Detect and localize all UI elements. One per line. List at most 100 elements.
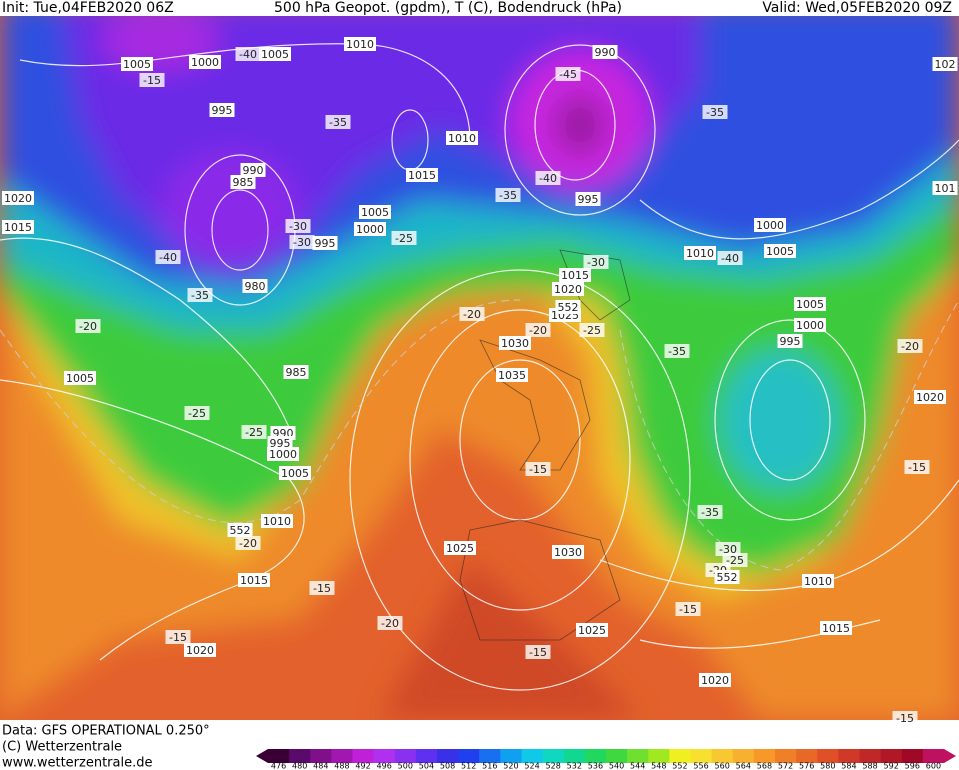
colorbar-swatch [796, 749, 818, 763]
isobar-label-box: 1015 [820, 621, 852, 635]
isobar-label-box: 995 [312, 236, 338, 250]
data-source: Data: GFS OPERATIONAL 0.250° [2, 724, 210, 739]
temperature-label: -15 [143, 74, 161, 87]
temperature-label: -20 [529, 324, 547, 337]
label-background [820, 621, 852, 635]
isobar-label-box: 1020 [914, 390, 946, 404]
colorbar-swatch [458, 749, 480, 763]
geopotential-label: 552 [230, 524, 251, 537]
isobar-label: 995 [212, 104, 233, 117]
isobar-label-box: 1020 [552, 282, 584, 296]
isobar-label-box: 995 [575, 192, 601, 206]
colorbar-label: 596 [905, 762, 920, 770]
label-background [241, 425, 267, 439]
colorbar-swatch [753, 749, 776, 763]
colorbar-label: 496 [377, 762, 392, 770]
label-background [777, 334, 803, 348]
colorbar-swatch [479, 749, 501, 763]
colorbar-swatch [415, 749, 438, 763]
isobar-label: 995 [315, 237, 336, 250]
isobar-label-box: 1015 [559, 268, 591, 282]
isobar-label: 1005 [66, 372, 94, 385]
isobar-label: 1015 [408, 169, 436, 182]
label-background [377, 616, 403, 630]
colorbar-label: 544 [630, 762, 645, 770]
colorbar-label: 536 [588, 762, 603, 770]
colorbar-label: 572 [778, 762, 793, 770]
label-background [932, 57, 958, 71]
isobar-label: 1015 [561, 269, 589, 282]
label-background [459, 307, 485, 321]
colorbar-swatch [268, 749, 290, 763]
colorbar-swatch [606, 749, 628, 763]
isobar-label: 1000 [269, 448, 297, 461]
isobar-label-box: 1005 [764, 244, 796, 258]
label-background [267, 436, 293, 450]
isobar-label: 1020 [554, 283, 582, 296]
temperature-label: -35 [499, 189, 517, 202]
isobar-label: 990 [595, 46, 616, 59]
label-background [184, 643, 216, 657]
isobar-label: 1020 [701, 674, 729, 687]
label-background [904, 460, 930, 474]
isobar-label: 1005 [261, 48, 289, 61]
label-background [794, 318, 826, 332]
colorbar-label: 540 [609, 762, 624, 770]
isobar-label-box: 995 [777, 334, 803, 348]
label-background [391, 231, 417, 245]
colorbar-label: 504 [419, 762, 434, 770]
label-background [259, 47, 291, 61]
isobar-label: 1020 [916, 391, 944, 404]
isobar-label: 1000 [756, 219, 784, 232]
isobar-label: 1030 [554, 546, 582, 559]
isobar-label: 102 [935, 58, 956, 71]
temperature-label-box: -20 [235, 536, 261, 550]
colorbar-label: 488 [334, 762, 349, 770]
temperature-label-box: -25 [391, 231, 417, 245]
temperature-label: -25 [188, 407, 206, 420]
temperature-label-box: -30 [285, 219, 311, 233]
isobar-label: 1010 [804, 575, 832, 588]
isobar-label: 1020 [186, 644, 214, 657]
label-background [242, 279, 268, 293]
colorbar-label: 556 [693, 762, 708, 770]
isobar-label-box: 1010 [446, 131, 478, 145]
isobar-label-box: 995 [209, 103, 235, 117]
temperature-label-box: -40 [717, 251, 743, 265]
label-background [235, 47, 261, 61]
temperature-label: -30 [293, 236, 311, 249]
temperature-label-box: -20 [377, 616, 403, 630]
isobar-label: 101 [935, 182, 956, 195]
temperature-label-box: -20 [525, 323, 551, 337]
label-background [446, 131, 478, 145]
colorbar-swatch [331, 749, 353, 763]
isobar-label-box: 102 [932, 57, 958, 71]
label-background [552, 545, 584, 559]
label-background [279, 466, 311, 480]
label-background [579, 323, 605, 337]
temperature-label-box: -20 [897, 339, 923, 353]
label-background [283, 365, 309, 379]
isobar-label: 1010 [346, 38, 374, 51]
colorbar-swatch [901, 749, 924, 763]
label-background [189, 55, 221, 69]
label-background [583, 255, 609, 269]
isobar-label-box: 1015 [406, 168, 438, 182]
temperature-label: -30 [587, 256, 605, 269]
colorbar-label: 520 [503, 762, 518, 770]
isobar-label: 1005 [766, 245, 794, 258]
isobar-label-box: 1005 [259, 47, 291, 61]
isobar-label: 1005 [796, 298, 824, 311]
colorbar-swatch [838, 749, 860, 763]
isobar-label: 985 [286, 366, 307, 379]
colorbar-swatch [521, 749, 544, 763]
label-background [714, 570, 740, 584]
isobar-label-box: 1000 [267, 447, 299, 461]
geopotential-label-box: 552 [714, 570, 740, 584]
colorbar-swatch [922, 749, 945, 763]
isobar-label: 1010 [448, 132, 476, 145]
isobar-label-box: 1005 [64, 371, 96, 385]
isobar-label-box: 1000 [794, 318, 826, 332]
temperature-label-box: -15 [525, 645, 551, 659]
label-background [495, 188, 521, 202]
